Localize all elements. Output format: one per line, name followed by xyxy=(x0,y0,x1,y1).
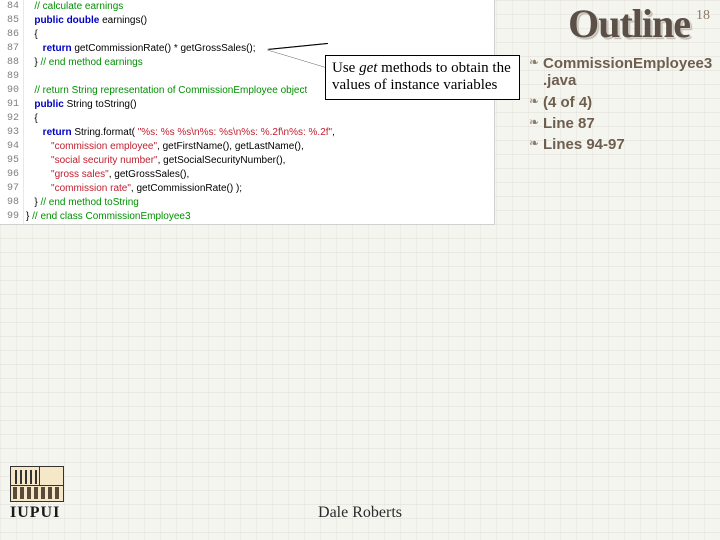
code-line: 96 "gross sales", getGrossSales(), xyxy=(0,168,494,182)
outline-list: ❧CommissionEmployee3.java❧(4 of 4)❧Line … xyxy=(525,55,715,157)
line-number: 99 xyxy=(0,210,24,224)
logo: IUPUI xyxy=(10,466,90,528)
code-line: 95 "social security number", getSocialSe… xyxy=(0,154,494,168)
code-line: 93 return String.format( "%s: %s %s\n%s:… xyxy=(0,126,494,140)
code-source: // calculate earnings xyxy=(24,0,123,14)
footer-author: Dale Roberts xyxy=(318,504,402,522)
line-number: 97 xyxy=(0,182,24,196)
outline-item: ❧Line 87 xyxy=(525,115,715,132)
line-number: 86 xyxy=(0,28,24,42)
outline-item: ❧(4 of 4) xyxy=(525,94,715,111)
code-source: // return String representation of Commi… xyxy=(24,84,307,98)
callout-text-italic: get xyxy=(359,60,377,76)
bullet-icon: ❧ xyxy=(525,55,543,69)
code-source: } // end method toString xyxy=(24,196,139,210)
code-line: 99} // end class CommissionEmployee3 xyxy=(0,210,494,224)
line-number: 98 xyxy=(0,196,24,210)
line-number: 89 xyxy=(0,70,24,84)
code-line: 94 "commission employee", getFirstName()… xyxy=(0,140,494,154)
outline-item-label: Lines 94-97 xyxy=(543,136,625,153)
code-line: 91 public String toString() xyxy=(0,98,494,112)
code-line: 92 { xyxy=(0,112,494,126)
line-number: 87 xyxy=(0,42,24,56)
slide-title: Outline xyxy=(568,0,690,47)
callout-box: Use get methods to obtain the values of … xyxy=(325,55,520,100)
bullet-icon: ❧ xyxy=(525,136,543,150)
code-source: "commission employee", getFirstName(), g… xyxy=(24,140,304,154)
code-source: } // end method earnings xyxy=(24,56,143,70)
code-source: "commission rate", getCommissionRate() )… xyxy=(24,182,242,196)
callout-text-1: Use xyxy=(332,60,359,76)
code-panel: 84 // calculate earnings85 public double… xyxy=(0,0,495,225)
code-source: return getCommissionRate() * getGrossSal… xyxy=(24,42,256,56)
outline-item: ❧Lines 94-97 xyxy=(525,136,715,153)
bullet-icon: ❧ xyxy=(525,94,543,108)
code-source: return String.format( "%s: %s %s\n%s: %s… xyxy=(24,126,335,140)
code-source: "gross sales", getGrossSales(), xyxy=(24,168,189,182)
line-number: 93 xyxy=(0,126,24,140)
line-number: 91 xyxy=(0,98,24,112)
code-source: public String toString() xyxy=(24,98,137,112)
line-number: 85 xyxy=(0,14,24,28)
logo-text: IUPUI xyxy=(10,504,90,522)
outline-item-label: CommissionEmployee3.java xyxy=(543,55,715,90)
line-number: 88 xyxy=(0,56,24,70)
outline-item-label: Line 87 xyxy=(543,115,595,132)
line-number: 92 xyxy=(0,112,24,126)
code-source: public double earnings() xyxy=(24,14,147,28)
outline-item: ❧CommissionEmployee3.java xyxy=(525,55,715,90)
line-number: 95 xyxy=(0,154,24,168)
code-line: 85 public double earnings() xyxy=(0,14,494,28)
slide-number: 18 xyxy=(696,8,710,24)
line-number: 90 xyxy=(0,84,24,98)
code-source: { xyxy=(24,112,38,126)
line-number: 94 xyxy=(0,140,24,154)
code-source: } // end class CommissionEmployee3 xyxy=(24,210,191,224)
code-line: 97 "commission rate", getCommissionRate(… xyxy=(0,182,494,196)
code-line: 98 } // end method toString xyxy=(0,196,494,210)
callout-arrow xyxy=(268,44,328,68)
logo-graphic xyxy=(10,466,64,502)
code-source: { xyxy=(24,28,38,42)
code-line: 87 return getCommissionRate() * getGross… xyxy=(0,42,494,56)
outline-item-label: (4 of 4) xyxy=(543,94,592,111)
bullet-icon: ❧ xyxy=(525,115,543,129)
line-number: 84 xyxy=(0,0,24,14)
code-line: 86 { xyxy=(0,28,494,42)
code-source: "social security number", getSocialSecur… xyxy=(24,154,285,168)
line-number: 96 xyxy=(0,168,24,182)
code-line: 84 // calculate earnings xyxy=(0,0,494,14)
